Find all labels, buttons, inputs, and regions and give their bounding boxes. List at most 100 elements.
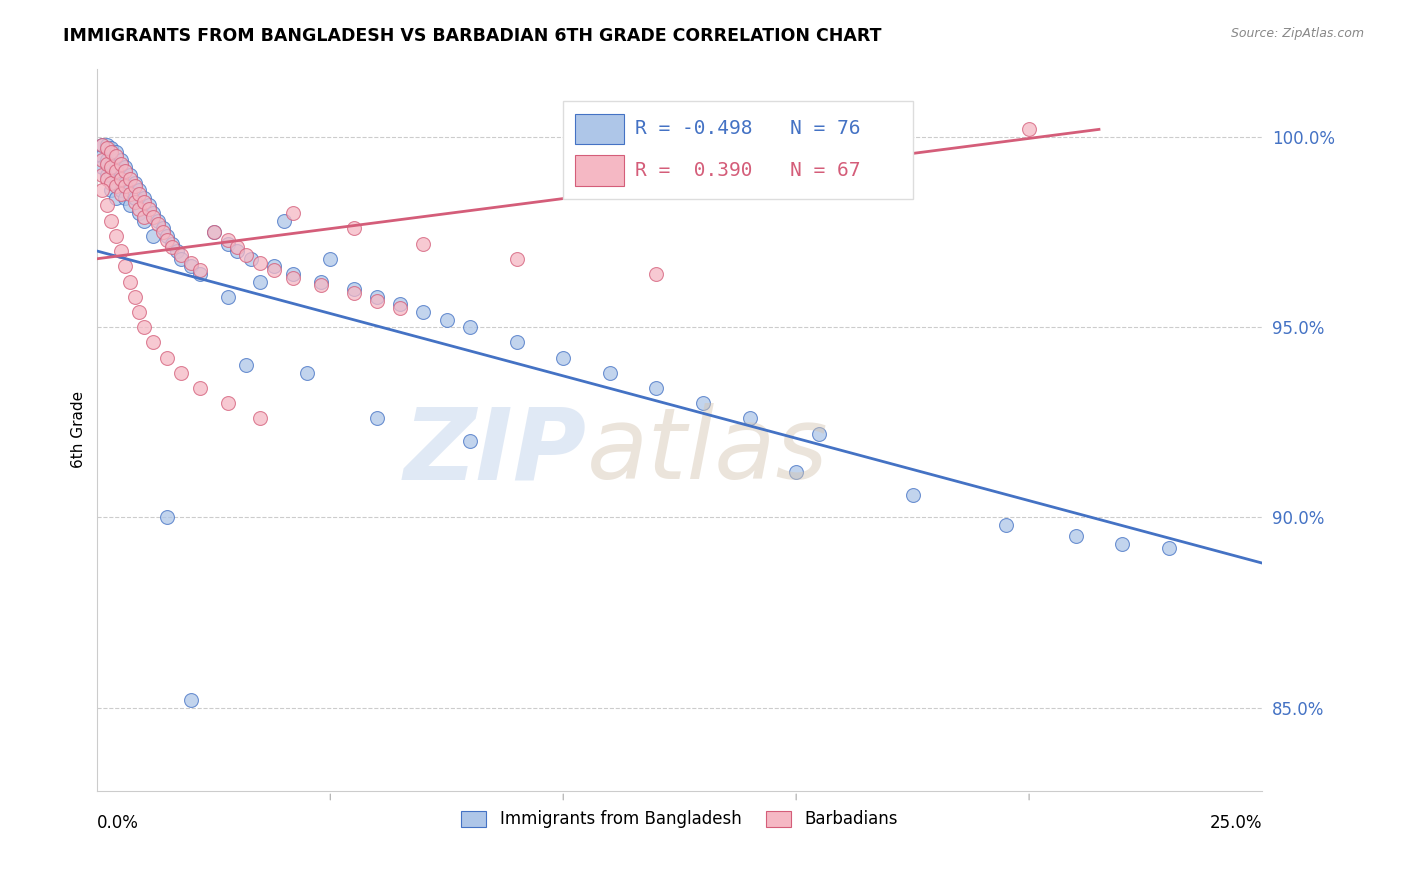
Point: [319, 252, 342, 266]
Point: [110, 153, 132, 167]
Point: [91, 149, 114, 163]
Point: [110, 187, 132, 202]
Text: ZIP: ZIP: [404, 403, 586, 500]
Point: [100, 156, 122, 170]
Point: [91, 153, 114, 167]
Point: [118, 198, 141, 212]
Point: [104, 176, 127, 190]
Point: [96, 156, 118, 170]
Point: [645, 381, 668, 395]
Point: [110, 168, 132, 182]
Point: [118, 183, 141, 197]
Point: [124, 290, 146, 304]
Point: [188, 263, 211, 277]
Point: [281, 270, 304, 285]
Point: [738, 411, 761, 425]
Point: [273, 213, 295, 227]
Point: [100, 145, 122, 160]
Point: [281, 206, 304, 220]
Legend: Immigrants from Bangladesh, Barbadians: Immigrants from Bangladesh, Barbadians: [454, 804, 905, 835]
Point: [104, 228, 127, 243]
Point: [96, 137, 118, 152]
Point: [114, 260, 136, 274]
Point: [166, 244, 188, 259]
Point: [156, 233, 179, 247]
Point: [1018, 122, 1040, 136]
Point: [110, 156, 132, 170]
Point: [132, 210, 155, 224]
Point: [104, 149, 127, 163]
Point: [226, 244, 249, 259]
Point: [156, 351, 179, 365]
Text: IMMIGRANTS FROM BANGLADESH VS BARBADIAN 6TH GRADE CORRELATION CHART: IMMIGRANTS FROM BANGLADESH VS BARBADIAN …: [63, 27, 882, 45]
Text: N = 76: N = 76: [790, 119, 860, 138]
Point: [160, 240, 183, 254]
Point: [91, 183, 114, 197]
Point: [188, 381, 211, 395]
Point: [138, 202, 160, 217]
Point: [366, 290, 388, 304]
Point: [104, 145, 127, 160]
Point: [249, 275, 271, 289]
Point: [142, 206, 165, 220]
Text: Source: ZipAtlas.com: Source: ZipAtlas.com: [1230, 27, 1364, 40]
Text: 0.0%: 0.0%: [97, 814, 139, 832]
Point: [217, 236, 239, 251]
Point: [235, 358, 257, 372]
Point: [124, 194, 146, 209]
Point: [342, 282, 364, 296]
Point: [100, 183, 122, 197]
Point: [100, 161, 122, 175]
Point: [226, 240, 249, 254]
Point: [96, 198, 118, 212]
Point: [132, 213, 155, 227]
Point: [1111, 537, 1133, 551]
Point: [114, 161, 136, 175]
Point: [142, 228, 165, 243]
Point: [132, 191, 155, 205]
Point: [808, 426, 831, 441]
Point: [100, 141, 122, 155]
Point: [692, 396, 714, 410]
Point: [180, 260, 202, 274]
Text: R =  0.390: R = 0.390: [636, 161, 754, 180]
Point: [96, 153, 118, 167]
Point: [412, 236, 434, 251]
FancyBboxPatch shape: [575, 114, 624, 145]
Point: [142, 210, 165, 224]
Point: [118, 275, 141, 289]
Point: [505, 335, 527, 350]
Point: [309, 275, 332, 289]
Text: 25.0%: 25.0%: [1209, 814, 1263, 832]
Point: [110, 171, 132, 186]
Point: [152, 225, 174, 239]
Point: [389, 297, 412, 311]
Point: [263, 263, 285, 277]
Point: [100, 213, 122, 227]
Point: [170, 252, 193, 266]
Point: [118, 168, 141, 182]
Point: [249, 411, 271, 425]
Point: [110, 183, 132, 197]
Point: [160, 236, 183, 251]
Point: [785, 465, 807, 479]
Point: [124, 179, 146, 194]
Point: [110, 244, 132, 259]
Point: [128, 202, 150, 217]
Point: [202, 225, 225, 239]
Point: [202, 225, 225, 239]
Point: [142, 335, 165, 350]
Point: [342, 285, 364, 300]
Point: [132, 194, 155, 209]
Point: [436, 312, 458, 326]
Point: [91, 161, 114, 175]
Text: atlas: atlas: [586, 403, 828, 500]
Point: [458, 320, 481, 334]
Point: [553, 351, 575, 365]
FancyBboxPatch shape: [564, 101, 912, 199]
Point: [295, 366, 318, 380]
Point: [132, 320, 155, 334]
Point: [104, 161, 127, 175]
Point: [901, 487, 924, 501]
Point: [91, 168, 114, 182]
